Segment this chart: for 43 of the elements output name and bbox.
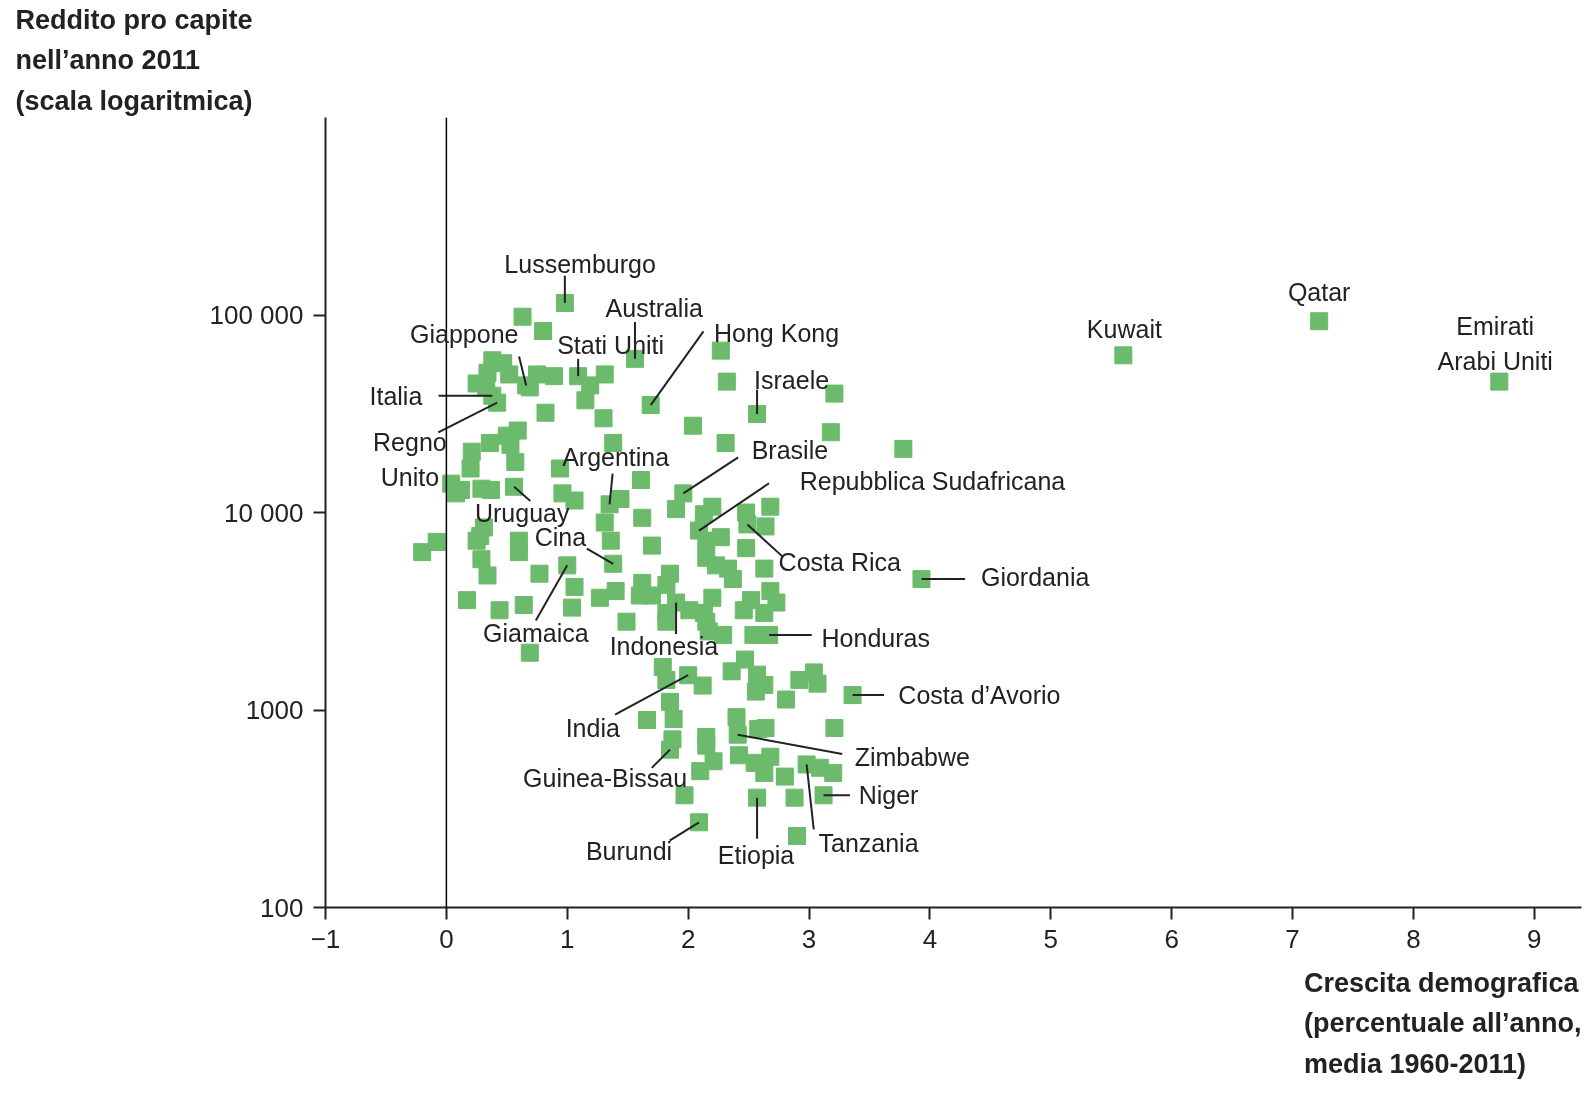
annotation: Honduras: [821, 623, 930, 652]
annotation: India: [565, 713, 620, 742]
x-axis-title: Crescita demografica (percentuale all’anno, media 1960-2011): [1303, 967, 1582, 1079]
y-tick-label: 100 000: [209, 300, 304, 330]
annotation: Brasile: [751, 435, 829, 464]
annotation: Guinea-Bissau: [523, 763, 688, 792]
x-tick-label: 9: [1527, 923, 1542, 954]
annotation: Emirati Arabi Uniti: [1437, 311, 1553, 375]
y-tick-label: 1000: [245, 695, 304, 725]
y-tick-label: 100: [260, 892, 304, 923]
annotation: Repubblica Sudafricana: [799, 466, 1066, 495]
annotation: Australia: [605, 293, 703, 322]
annotation: Italia: [369, 381, 423, 410]
annotation: Giordania: [980, 563, 1090, 592]
annotation: Regno Unito: [373, 428, 447, 492]
annotation: Giamaica: [483, 618, 589, 647]
y-axis-title: Reddito pro capite nell’anno 2011 (scala logaritmica): [15, 4, 253, 116]
y-tick-label: 10 000: [223, 497, 304, 528]
x-tick-label: 4: [922, 923, 938, 954]
annotation: Qatar: [1287, 277, 1351, 306]
x-tick-label: −1: [310, 923, 341, 954]
x-tick-label: 5: [1043, 923, 1059, 954]
annotation: Uruguay: [474, 499, 570, 528]
annotation: Lussemburgo: [504, 250, 656, 279]
annotation: Argentina: [562, 443, 670, 471]
annotation: Burundi: [585, 837, 673, 866]
annotation: Costa d’Avorio: [898, 681, 1061, 710]
annotation: Tanzania: [818, 829, 919, 858]
annotation: Kuwait: [1086, 314, 1162, 343]
x-tick-label: 8: [1406, 923, 1421, 954]
annotation: Costa Rica: [778, 548, 901, 577]
annotation: Indonesia: [609, 632, 719, 661]
x-tick-label: 6: [1164, 923, 1179, 954]
x-tick-label: 2: [680, 923, 696, 954]
annotation: Niger: [858, 781, 919, 810]
x-tick-label: 1: [560, 923, 575, 954]
x-tick-label: 7: [1285, 923, 1300, 954]
annotation: Israele: [754, 365, 830, 394]
x-tick-label: 0: [439, 923, 454, 954]
x-tick-label: 3: [801, 923, 817, 954]
annotation: Etiopia: [717, 840, 795, 869]
annotation: Zimbabwe: [854, 743, 970, 772]
annotation: Hong Kong: [713, 319, 840, 348]
